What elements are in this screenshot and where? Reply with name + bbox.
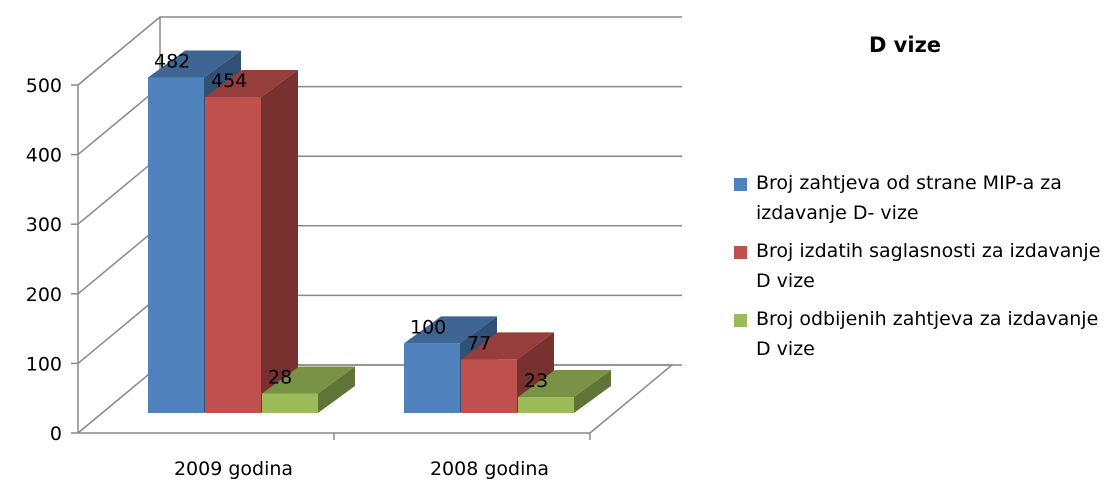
y-tick-label: 500	[26, 75, 62, 97]
legend-item: Broj izdatih saglasnosti za izdavanje D …	[734, 236, 1104, 296]
x-tick-label: 2008 godina	[430, 458, 549, 480]
legend-swatch	[734, 246, 747, 259]
data-label: 23	[524, 370, 548, 392]
bar-side	[574, 369, 611, 413]
legend-swatch	[734, 314, 747, 327]
bar-top	[404, 316, 497, 344]
legend-label: Broj zahtjeva od strane MIP-a za izdavan…	[756, 172, 1062, 224]
legend-swatch	[734, 178, 747, 191]
y-tick-label: 0	[50, 423, 62, 445]
bar	[262, 393, 318, 413]
data-label: 77	[467, 332, 491, 354]
bar	[148, 77, 204, 413]
bar	[518, 396, 574, 413]
legend-item: Broj zahtjeva od strane MIP-a za izdavan…	[734, 168, 1104, 228]
y-tick-label: 200	[26, 284, 62, 306]
bar-top	[148, 50, 241, 78]
y-tick-label: 400	[26, 145, 62, 167]
data-label: 100	[410, 316, 446, 338]
x-tick-label: 2009 godina	[174, 458, 293, 480]
grid-line	[77, 16, 682, 86]
legend: Broj zahtjeva od strane MIP-a za izdavan…	[734, 168, 1104, 372]
bar	[205, 97, 261, 414]
data-label: 454	[211, 70, 247, 92]
chart-title: D vize	[869, 33, 941, 57]
data-label: 28	[268, 367, 292, 389]
y-tick-label: 300	[26, 214, 62, 236]
bar	[461, 359, 517, 413]
bar	[404, 343, 460, 413]
bar-top	[262, 366, 355, 394]
legend-item: Broj odbijenih zahtjeva za izdavanje D v…	[734, 304, 1104, 364]
legend-label: Broj izdatih saglasnosti za izdavanje D …	[756, 240, 1101, 292]
bar-top	[518, 369, 611, 397]
data-label: 482	[154, 51, 190, 73]
bar-top	[461, 332, 554, 360]
legend-label: Broj odbijenih zahtjeva za izdavanje D v…	[756, 308, 1099, 360]
bar-top	[205, 70, 298, 98]
bar-side	[318, 366, 355, 413]
bar-side	[261, 70, 298, 414]
y-tick-label: 100	[26, 353, 62, 375]
